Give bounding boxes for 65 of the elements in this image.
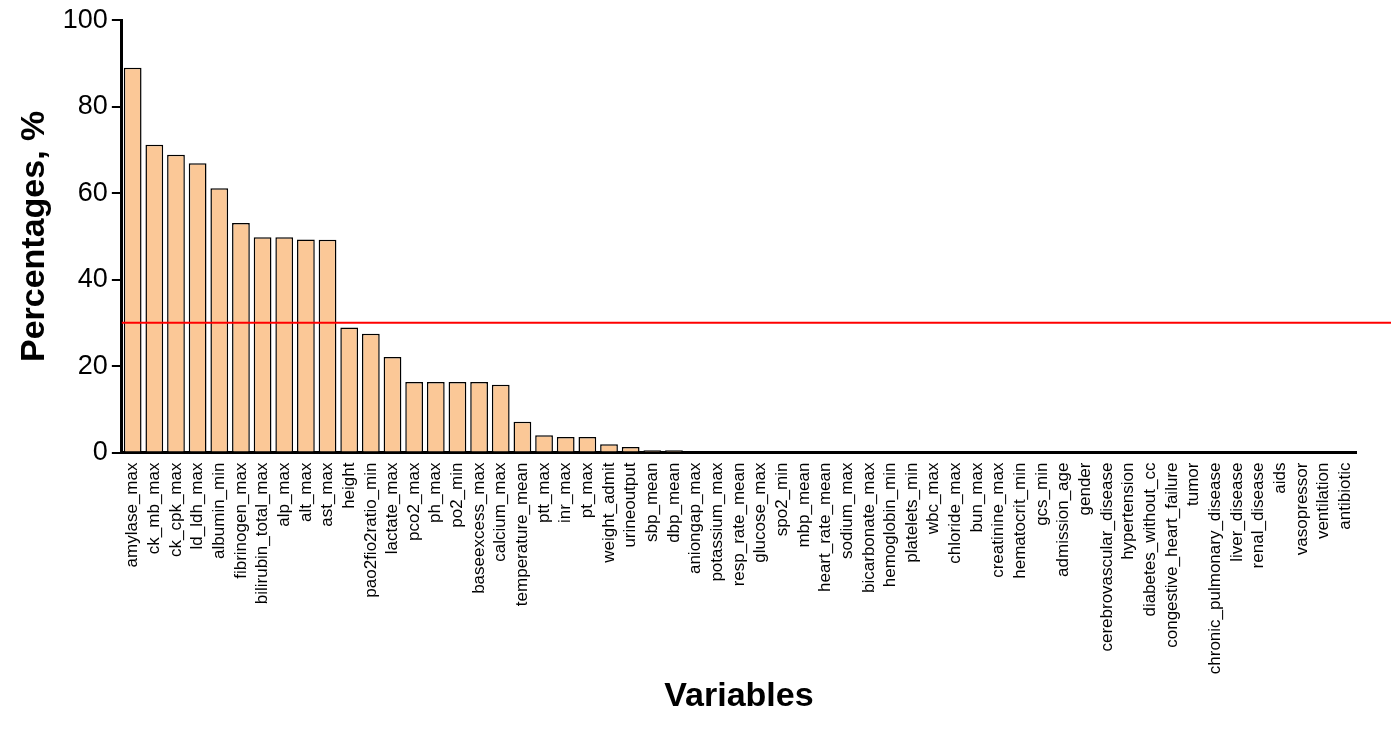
y-tick-label: 100 — [62, 3, 108, 34]
x-tick-label: sodium_max — [836, 462, 856, 559]
y-tick-label: 40 — [77, 263, 108, 294]
x-tick-label: height — [338, 462, 358, 509]
x-tick-label: platelets_min — [901, 462, 921, 563]
x-tick-label: cerebrovascular_disease — [1096, 462, 1116, 652]
x-tick-label: spo2_min — [771, 462, 791, 537]
x-tick-label: admission_age — [1053, 462, 1073, 577]
x-axis-title: Variables — [664, 674, 814, 713]
x-tick-label: pt_max — [577, 462, 597, 519]
x-tick-label: sbp_mean — [642, 462, 661, 542]
x-tick-label: hemoglobin_min — [880, 462, 900, 588]
x-tick-label: glucose_max — [750, 462, 770, 563]
y-tick-label: 20 — [77, 349, 108, 380]
x-tick-label: ast_max — [317, 462, 337, 527]
x-tick-label: ck_cpk_max — [165, 462, 185, 558]
y-tick-label: 0 — [92, 435, 108, 466]
x-tick-label: heart_rate_mean — [815, 462, 835, 593]
x-tick-label: alp_max — [273, 462, 293, 527]
x-tick-label: ph_max — [425, 462, 445, 524]
x-tick-label: antibiotic — [1334, 462, 1354, 530]
x-tick-label: ptt_max — [533, 462, 553, 524]
x-tick-label: mbp_mean — [793, 462, 813, 548]
x-tick-label: chloride_max — [945, 462, 965, 564]
x-tick-label: tumor — [1183, 462, 1203, 506]
x-tick-label: gcs_min — [1031, 462, 1051, 526]
x-tick-label: calcium_max — [490, 462, 510, 562]
x-tick-label: bun_max — [966, 462, 986, 533]
x-tick-label: liver_disease — [1226, 462, 1246, 562]
x-tick-label: potassium_max — [706, 462, 726, 582]
x-tick-label: lactate_max — [382, 462, 402, 555]
x-tick-label: albumin_min — [208, 462, 228, 559]
x-tick-label: pco2_max — [403, 462, 423, 541]
x-tick-label: bilirubin_total_max — [252, 462, 272, 605]
x-tick-label: resp_rate_mean — [728, 462, 748, 587]
y-tick-label: 80 — [77, 90, 108, 121]
x-tick-label: aids — [1269, 462, 1289, 494]
x-tick-label: ck_mb_max — [144, 462, 164, 555]
x-tick-label: dbp_mean — [663, 462, 683, 543]
x-tick-label: fibrinogen_max — [230, 462, 250, 579]
x-tick-label: temperature_mean — [512, 462, 532, 607]
x-tick-label: bicarbonate_max — [858, 462, 878, 593]
y-axis-title: Percentages, % — [12, 110, 51, 363]
x-tick-label: hematocrit_min — [1010, 462, 1030, 579]
x-tick-label: diabetes_without_cc — [1140, 462, 1159, 617]
x-tick-label: wbc_max — [923, 462, 943, 536]
x-tick-label: gender — [1075, 462, 1095, 516]
x-tick-label: baseexcess_max — [468, 462, 488, 594]
x-tick-label: creatinine_max — [988, 462, 1008, 578]
x-tick-label: aniongap_max — [685, 462, 705, 575]
x-tick-label: chronic_pulmonary_disease — [1204, 462, 1224, 675]
x-tick-label: renal_disease — [1248, 462, 1268, 569]
x-tick-label: ld_ldh_max — [187, 462, 207, 550]
x-tick-label: weight_admit — [598, 462, 618, 564]
x-tick-label: inr_max — [555, 462, 575, 523]
x-tick-label: hypertension — [1118, 462, 1138, 560]
x-tick-label: congestive_heart_failure — [1161, 462, 1181, 648]
y-tick-label: 60 — [77, 176, 108, 207]
x-tick-label: ventilation — [1313, 462, 1333, 540]
x-tick-label: amylase_max — [122, 462, 142, 568]
x-tick-label: pao2fio2ratio_min — [360, 462, 380, 598]
x-tick-label: po2_min — [447, 462, 467, 528]
x-tick-label: alt_max — [295, 462, 315, 523]
x-tick-label: urineoutput — [620, 462, 640, 548]
x-tick-label: vasopressor — [1291, 462, 1311, 556]
